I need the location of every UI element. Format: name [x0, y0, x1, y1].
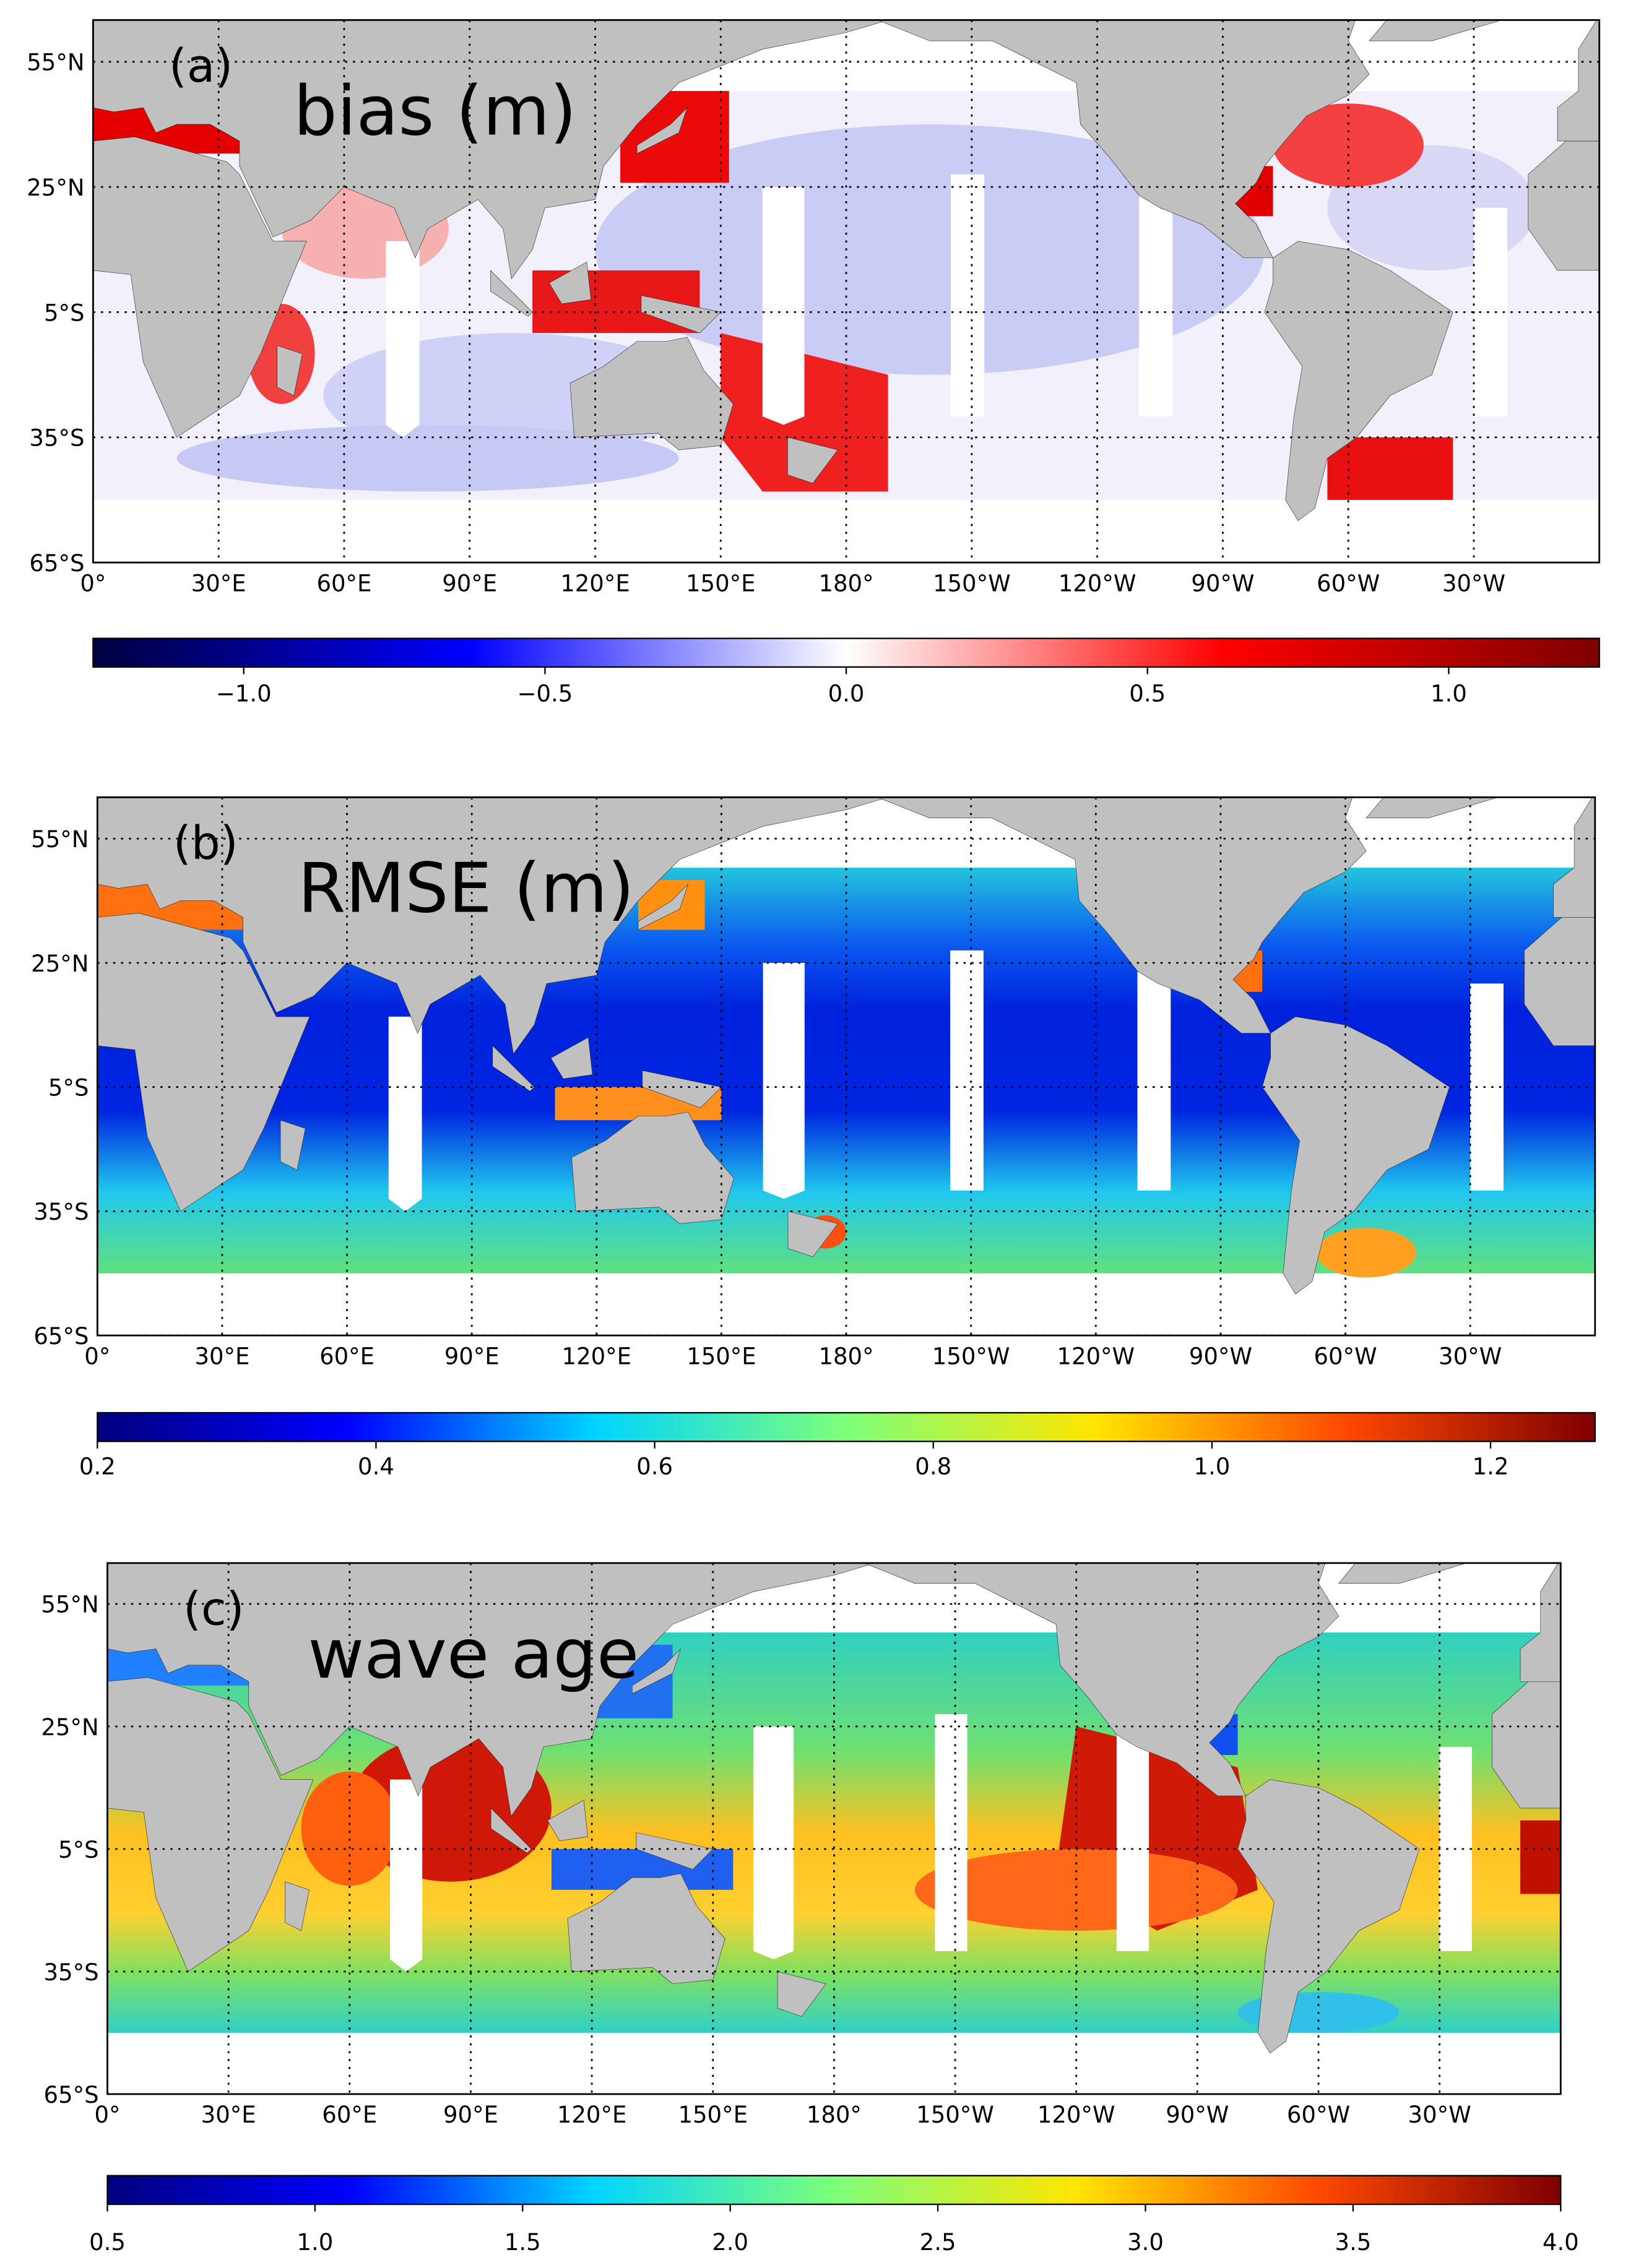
lat-tick-label: 5°S	[48, 1075, 89, 1102]
lat-tick-label: 25°N	[27, 175, 84, 201]
colorbar-tick-label: 1.0	[297, 2229, 333, 2256]
colorbar-tick-label: 3.5	[1335, 2229, 1371, 2256]
lon-tick-label: 60°E	[319, 1343, 375, 1369]
colorbar-tick-label: 0.5	[89, 2229, 126, 2256]
lat-tick-label: 35°S	[33, 1199, 89, 1225]
lon-tick-label: 120°E	[557, 2102, 627, 2128]
lat-tick-label: 55°N	[27, 50, 84, 76]
colorbar-tick-label: 1.0	[1193, 1453, 1230, 1480]
lon-tick-label: 180°	[818, 570, 873, 597]
colorbar-tick-label: 1.0	[1431, 680, 1467, 707]
map-frame	[92, 19, 1601, 564]
colorbar-tick-label: 4.0	[1543, 2229, 1579, 2256]
lon-tick-label: 150°E	[686, 570, 756, 597]
lon-tick-label: 60°W	[1314, 1343, 1377, 1369]
colorbar-tick-label: 2.5	[920, 2229, 956, 2256]
lon-tick-label: 0°	[94, 2102, 120, 2128]
panel-label: (a)	[169, 40, 233, 93]
lon-tick-label: 150°E	[686, 1343, 756, 1369]
lon-tick-label: 60°W	[1317, 570, 1380, 597]
lon-tick-label: 150°W	[933, 570, 1011, 597]
lat-tick-label: 35°S	[29, 425, 84, 452]
colorbar-tick-label: 0.8	[915, 1453, 951, 1480]
lon-tick-label: 60°E	[316, 570, 371, 597]
lon-tick-label: 90°E	[443, 2102, 498, 2128]
lon-tick-label: 90°E	[442, 570, 497, 597]
lon-tick-label: 30°E	[191, 570, 246, 597]
map	[97, 797, 1595, 1336]
colorbar-tick-label: 3.0	[1127, 2229, 1164, 2256]
lon-tick-label: 120°E	[562, 1343, 632, 1369]
lon-tick-label: 120°W	[1057, 1343, 1135, 1369]
lon-tick-label: 30°E	[201, 2102, 256, 2128]
colorbar-tick-label: 0.0	[828, 680, 865, 707]
lat-tick-label: 65°S	[44, 2082, 99, 2108]
colorbar-tick-label: 0.4	[358, 1453, 394, 1480]
lon-tick-label: 90°W	[1189, 1343, 1252, 1369]
colorbar-tick-label: 1.2	[1473, 1453, 1509, 1480]
lon-tick-label: 120°E	[560, 570, 630, 597]
colorbar	[97, 1412, 1596, 1442]
lon-tick-label: 90°W	[1166, 2102, 1229, 2128]
lat-tick-label: 55°N	[31, 826, 89, 853]
map	[93, 20, 1600, 563]
lat-tick-label: 55°N	[41, 1592, 98, 1618]
panel-title: RMSE (m)	[298, 848, 634, 928]
lat-tick-label: 5°S	[44, 300, 85, 326]
colorbar-tick-label: 2.0	[712, 2229, 748, 2256]
panel-label: (c)	[183, 1582, 244, 1636]
colorbar	[106, 2175, 1562, 2205]
colorbar-tick-label: 0.2	[79, 1453, 116, 1480]
lon-tick-label: 180°	[818, 1343, 873, 1369]
map-frame	[106, 1562, 1562, 2095]
colorbar-tick-label: 0.5	[1129, 680, 1166, 707]
lon-tick-label: 30°E	[194, 1343, 249, 1369]
lon-tick-label: 150°E	[678, 2102, 748, 2128]
lon-tick-label: 60°E	[322, 2102, 377, 2128]
lon-tick-label: 30°W	[1439, 1343, 1502, 1369]
colorbar-tick-label: −1.0	[216, 680, 272, 707]
lat-tick-label: 5°S	[58, 1837, 99, 1863]
lon-tick-label: 0°	[84, 1343, 110, 1369]
lon-tick-label: 150°W	[932, 1343, 1010, 1369]
panel-title: bias (m)	[293, 71, 576, 151]
lon-tick-label: 30°W	[1408, 2102, 1471, 2128]
lon-tick-label: 180°	[807, 2102, 862, 2128]
lon-tick-label: 90°E	[444, 1343, 500, 1369]
lon-tick-label: 0°	[80, 570, 106, 597]
lat-tick-label: 65°S	[29, 550, 84, 577]
colorbar	[92, 637, 1600, 668]
lon-tick-label: 120°W	[1059, 570, 1137, 597]
panel-title: wave age	[308, 1615, 639, 1694]
lon-tick-label: 120°W	[1037, 2102, 1115, 2128]
lon-tick-label: 30°W	[1442, 570, 1505, 597]
map-frame	[96, 796, 1596, 1337]
map	[107, 1563, 1561, 2094]
lat-tick-label: 35°S	[44, 1959, 99, 1986]
colorbar-tick-label: 1.5	[504, 2229, 541, 2256]
lon-tick-label: 150°W	[916, 2102, 994, 2128]
colorbar-tick-label: 0.6	[636, 1453, 673, 1480]
colorbar-tick-label: −0.5	[517, 680, 573, 707]
lat-tick-label: 65°S	[33, 1323, 89, 1350]
lon-tick-label: 60°W	[1287, 2102, 1350, 2128]
lat-tick-label: 25°N	[41, 1714, 98, 1741]
lat-tick-label: 25°N	[31, 951, 89, 977]
panel-label: (b)	[173, 817, 238, 870]
lon-tick-label: 90°W	[1191, 570, 1254, 597]
